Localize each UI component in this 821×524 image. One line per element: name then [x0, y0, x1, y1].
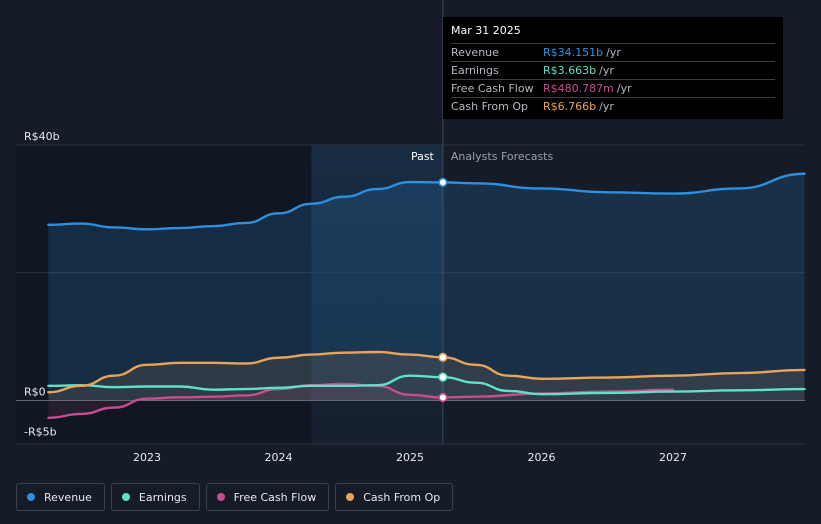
- series-line-revenue: [47, 180, 445, 231]
- series-fill-revenue-forecast: [442, 173, 805, 401]
- chart-legend: Revenue Earnings Free Cash Flow Cash Fro…: [16, 483, 454, 511]
- series-line-cash-from-op-forecast: [441, 356, 806, 381]
- x-axis-tick-label: 2024: [265, 451, 293, 464]
- legend-dot-icon: [121, 493, 130, 501]
- marker-free-cash-flow: [438, 392, 448, 403]
- tooltip-row-revenue: Revenue R$34.151b /yr: [451, 43, 775, 61]
- x-axis-tick-label: 2027: [659, 451, 687, 464]
- tooltip-date: Mar 31 2025: [451, 24, 521, 37]
- series-line-earnings: [47, 374, 445, 391]
- legend-item-cash-from-op[interactable]: Cash From Op: [335, 483, 454, 511]
- y-axis-label: R$40b: [24, 130, 60, 143]
- legend-label: Cash From Op: [363, 490, 441, 504]
- past-region-background: [16, 145, 312, 444]
- tooltip-label: Revenue: [451, 46, 499, 59]
- tooltip-value: R$480.787m: [543, 82, 614, 95]
- past-label: Past: [411, 150, 435, 163]
- legend-item-free-cash-flow[interactable]: Free Cash Flow: [205, 483, 330, 511]
- tooltip-unit: /yr: [599, 100, 614, 113]
- series-fill-cash-from-op: [48, 352, 443, 401]
- marker-earnings: [438, 372, 448, 382]
- x-axis-tick-label: 2025: [396, 451, 424, 464]
- data-tooltip: Mar 31 2025 Revenue R$34.151b /yr Earnin…: [443, 17, 783, 119]
- legend-item-revenue[interactable]: Revenue: [16, 483, 105, 511]
- point-markers: [438, 177, 448, 403]
- tooltip-row-earnings: Earnings R$3.663b /yr: [451, 61, 775, 79]
- series-line-earnings-forecast: [441, 375, 806, 396]
- legend-dot-icon: [216, 493, 225, 501]
- tooltip-row-cash-from-op: Cash From Op R$6.766b /yr: [451, 97, 775, 115]
- grid-lines: [16, 0, 805, 445]
- marker-revenue: [438, 177, 448, 187]
- axis-labels: R$40b R$0 -R$5b 2023 2024 2025 2026 2027 Past Ana…: [24, 130, 687, 464]
- tooltip-value: R$6.766b: [543, 100, 597, 113]
- y-axis-label: R$0: [24, 386, 46, 399]
- tooltip-label: Free Cash Flow: [451, 82, 534, 95]
- series-lines: [47, 172, 806, 420]
- tooltip-label: Earnings: [451, 64, 499, 77]
- tooltip-row-free-cash-flow: Free Cash Flow R$480.787m /yr: [451, 79, 775, 97]
- legend-dot-icon: [27, 493, 35, 501]
- tooltip-unit: /yr: [616, 82, 632, 95]
- x-axis-tick-label: 2023: [133, 451, 161, 464]
- legend-label: Free Cash Flow: [233, 490, 317, 504]
- legend-dot-icon: [346, 493, 355, 501]
- highlight-region-background: [311, 145, 443, 444]
- x-axis-tick-label: 2026: [528, 451, 556, 464]
- tooltip-unit: /yr: [599, 64, 614, 77]
- legend-label: Earnings: [138, 490, 187, 504]
- series-line-revenue-forecast: [441, 172, 806, 195]
- tooltip-label: Cash From Op: [451, 100, 529, 113]
- tooltip-value: R$34.151b: [543, 46, 604, 59]
- series-fill-free-cash-flow: [48, 383, 443, 418]
- series-fill-revenue: [48, 182, 443, 401]
- tooltip-unit: /yr: [606, 46, 621, 59]
- marker-cash-from-op: [438, 352, 448, 362]
- tooltip-value: R$3.663b: [543, 64, 597, 77]
- legend-item-earnings[interactable]: Earnings: [110, 483, 200, 511]
- forecast-label: Analysts Forecasts: [451, 150, 554, 163]
- y-axis-label: -R$5b: [24, 426, 57, 439]
- chart-background: [16, 145, 443, 444]
- series-line-cash-from-op: [47, 350, 445, 394]
- series-fills: [48, 173, 805, 418]
- legend-label: Revenue: [44, 490, 92, 504]
